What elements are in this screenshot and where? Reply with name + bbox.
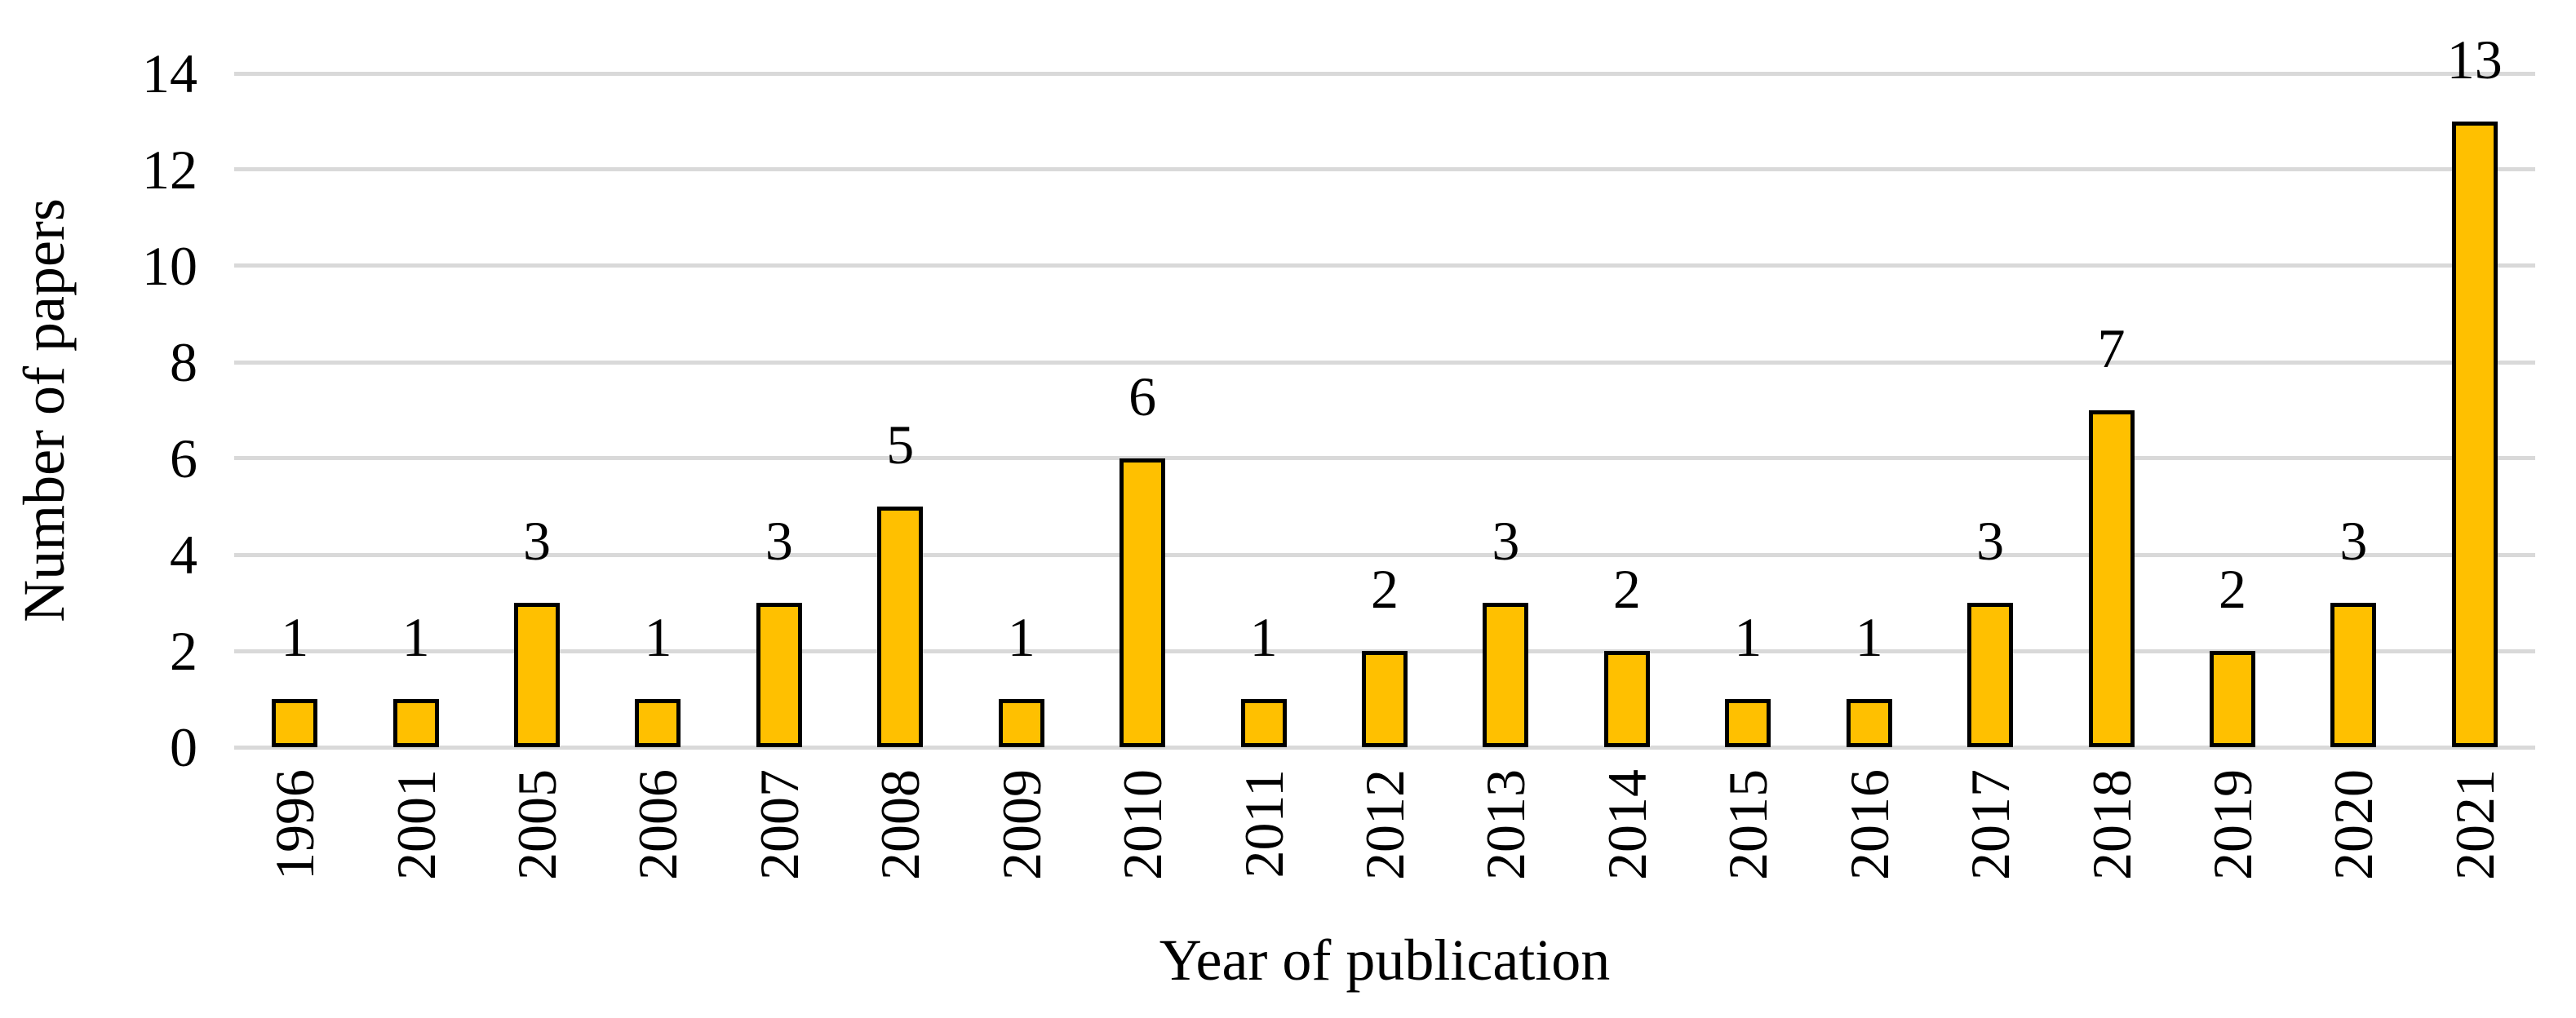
x-tick-label-text: 2016 [1838, 769, 1900, 880]
bar [1725, 699, 1771, 747]
bar-slot: 3 [1445, 73, 1566, 747]
bar-value-label: 2 [1612, 558, 1641, 620]
x-tick-label-text: 2007 [747, 769, 810, 880]
bar-value-label: 3 [1976, 510, 2005, 572]
gridline [234, 167, 2535, 172]
bar-value-label: 3 [1492, 510, 1520, 572]
x-tick-label-text: 2013 [1474, 769, 1537, 880]
bar-slot: 1 [1687, 73, 1808, 747]
bar [1483, 603, 1529, 747]
bar-value-label: 1 [281, 606, 309, 668]
bar-slot: 1 [355, 73, 476, 747]
bar-slot: 5 [840, 73, 960, 747]
y-tick-label: 12 [142, 138, 197, 201]
x-tick-label-text: 2015 [1717, 769, 1780, 880]
x-tick-label-text: 2017 [1959, 769, 2022, 880]
x-tick-label-text: 2001 [384, 769, 447, 880]
bar-slot: 2 [2172, 73, 2293, 747]
x-tick-label-text: 2008 [869, 769, 932, 880]
x-tick-label-text: 2009 [990, 769, 1053, 880]
y-axis-tick-labels: 0 2 4 6 8 10 12 14 [0, 42, 197, 778]
bar [514, 603, 561, 747]
bar-value-label: 1 [1249, 606, 1278, 668]
bar-slot: 13 [2414, 32, 2535, 747]
bar [2451, 122, 2498, 747]
bar-value-label: 2 [1370, 558, 1399, 620]
bar-slot: 1 [1808, 73, 1929, 747]
bar-slot: 3 [1930, 73, 2051, 747]
bar [1361, 651, 1408, 747]
x-tick-label-text: 2005 [506, 769, 569, 880]
bar-slot: 1 [597, 73, 718, 747]
bar-value-label: 13 [2446, 29, 2503, 91]
bar [392, 699, 439, 747]
y-tick-label: 6 [170, 427, 197, 489]
gridline [234, 71, 2535, 76]
x-tick-label-text: 2019 [2201, 769, 2263, 880]
y-tick-label: 8 [170, 331, 197, 393]
gridline [234, 456, 2535, 461]
x-axis-title-text: Year of publication [1159, 927, 1611, 993]
bar-value-label: 1 [1734, 606, 1762, 668]
bar-value-label: 3 [523, 510, 552, 572]
bar [1120, 458, 1166, 747]
gridline [234, 360, 2535, 365]
bar-value-label: 3 [765, 510, 793, 572]
bar [1846, 699, 1892, 747]
bar [1967, 603, 2014, 747]
bar-slot: 3 [2293, 73, 2414, 747]
y-tick-label: 4 [170, 524, 197, 586]
bar [756, 603, 802, 747]
x-tick-label-text: 2011 [1232, 769, 1295, 879]
bar [272, 699, 318, 747]
bar-value-label: 1 [1855, 606, 1883, 668]
bar [877, 507, 924, 747]
bar-value-label: 2 [2218, 558, 2246, 620]
y-tick-label: 14 [142, 42, 197, 104]
bar-slot: 6 [1082, 73, 1203, 747]
bar-slot: 2 [1324, 73, 1445, 747]
bar [1603, 651, 1650, 747]
bar-value-label: 1 [1007, 606, 1035, 668]
x-tick-label-text: 2020 [2322, 769, 2385, 880]
x-axis-title: Year of publication [234, 927, 2535, 993]
bar-slot: 1 [1203, 73, 1323, 747]
y-tick-label: 0 [170, 716, 197, 778]
x-tick-label-text: 2006 [627, 769, 689, 880]
bar [2209, 651, 2255, 747]
x-tick-label-text: 2018 [2080, 769, 2143, 880]
bar-slot: 3 [719, 73, 840, 747]
bar-value-label: 5 [886, 414, 915, 476]
gridline [234, 552, 2535, 557]
bar-value-label: 1 [401, 606, 430, 668]
bar-slot: 2 [1567, 73, 1687, 747]
bar [998, 699, 1044, 747]
bar [1240, 699, 1287, 747]
bar-slot: 1 [961, 73, 1082, 747]
bar-value-label: 3 [2339, 510, 2368, 572]
y-tick-label: 2 [170, 620, 197, 682]
x-tick-label-text: 2021 [2443, 769, 2506, 880]
bar-value-label: 1 [644, 606, 672, 668]
x-tick-label-text: 1996 [264, 769, 326, 880]
bar-value-label: 6 [1128, 365, 1157, 427]
y-tick-label: 10 [142, 234, 197, 297]
gridline [234, 263, 2535, 268]
x-tick-label-text: 2014 [1595, 769, 1658, 880]
bar [2330, 603, 2377, 747]
gridline [234, 745, 2535, 750]
x-tick-label-text: 2012 [1353, 769, 1416, 880]
bar-slot: 7 [2051, 73, 2171, 747]
x-tick-label-text: 2010 [1111, 769, 1174, 880]
bar-value-label: 7 [2097, 317, 2126, 379]
plot-area: 1 1 3 1 3 5 1 6 1 2 3 2 1 1 3 7 2 3 13 [234, 32, 2535, 750]
bar [2088, 410, 2135, 747]
bar-slot: 3 [477, 73, 597, 747]
bar-slot: 1 [234, 73, 355, 747]
bar [635, 699, 681, 747]
